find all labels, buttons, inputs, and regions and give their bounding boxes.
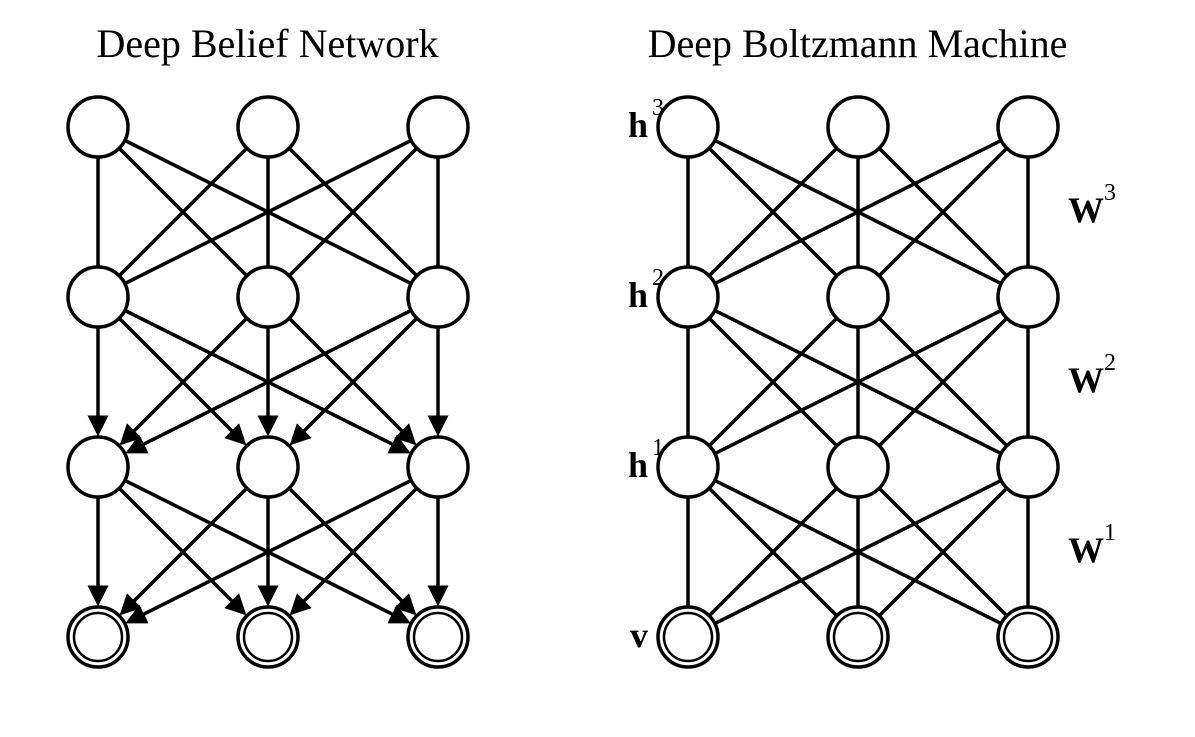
right-panel: Deep Boltzmann Machine h3h2h1vW3W2W1 <box>548 20 1168 717</box>
hidden-node <box>658 267 718 327</box>
hidden-node <box>828 97 888 157</box>
hidden-node <box>828 267 888 327</box>
hidden-node <box>998 437 1058 497</box>
left-title: Deep Belief Network <box>96 20 438 67</box>
visible-node <box>828 607 888 667</box>
layer-label-sup: 2 <box>652 265 664 291</box>
layer-label-sup: 3 <box>652 95 664 121</box>
hidden-node <box>68 97 128 157</box>
hidden-node <box>238 437 298 497</box>
weight-label: W <box>1068 530 1104 570</box>
hidden-node <box>408 97 468 157</box>
dbn-network-svg <box>28 77 508 717</box>
hidden-node <box>658 437 718 497</box>
layer-label-sup: 1 <box>652 435 664 461</box>
visible-node <box>238 607 298 667</box>
hidden-node <box>68 267 128 327</box>
visible-node <box>68 607 128 667</box>
layer-label: h <box>627 445 647 485</box>
hidden-node <box>238 97 298 157</box>
hidden-node <box>998 267 1058 327</box>
weight-label-sup: 1 <box>1104 520 1116 546</box>
weight-label-sup: 3 <box>1104 180 1116 206</box>
layer-label: h <box>627 105 647 145</box>
hidden-node <box>238 267 298 327</box>
hidden-node <box>828 437 888 497</box>
right-title: Deep Boltzmann Machine <box>648 20 1068 67</box>
hidden-node <box>68 437 128 497</box>
hidden-node <box>998 97 1058 157</box>
hidden-node <box>408 437 468 497</box>
visible-node <box>408 607 468 667</box>
layer-label: v <box>630 615 648 655</box>
hidden-node <box>658 97 718 157</box>
dbm-network-svg: h3h2h1vW3W2W1 <box>548 77 1168 717</box>
layer-label: h <box>627 275 647 315</box>
hidden-node <box>408 267 468 327</box>
weight-label: W <box>1068 360 1104 400</box>
diagram-container: Deep Belief Network Deep Boltzmann Machi… <box>0 0 1195 737</box>
visible-node <box>998 607 1058 667</box>
left-panel: Deep Belief Network <box>28 20 508 717</box>
weight-label: W <box>1068 190 1104 230</box>
visible-node <box>658 607 718 667</box>
edges <box>688 140 1028 623</box>
edges <box>98 140 438 621</box>
weight-label-sup: 2 <box>1104 350 1116 376</box>
